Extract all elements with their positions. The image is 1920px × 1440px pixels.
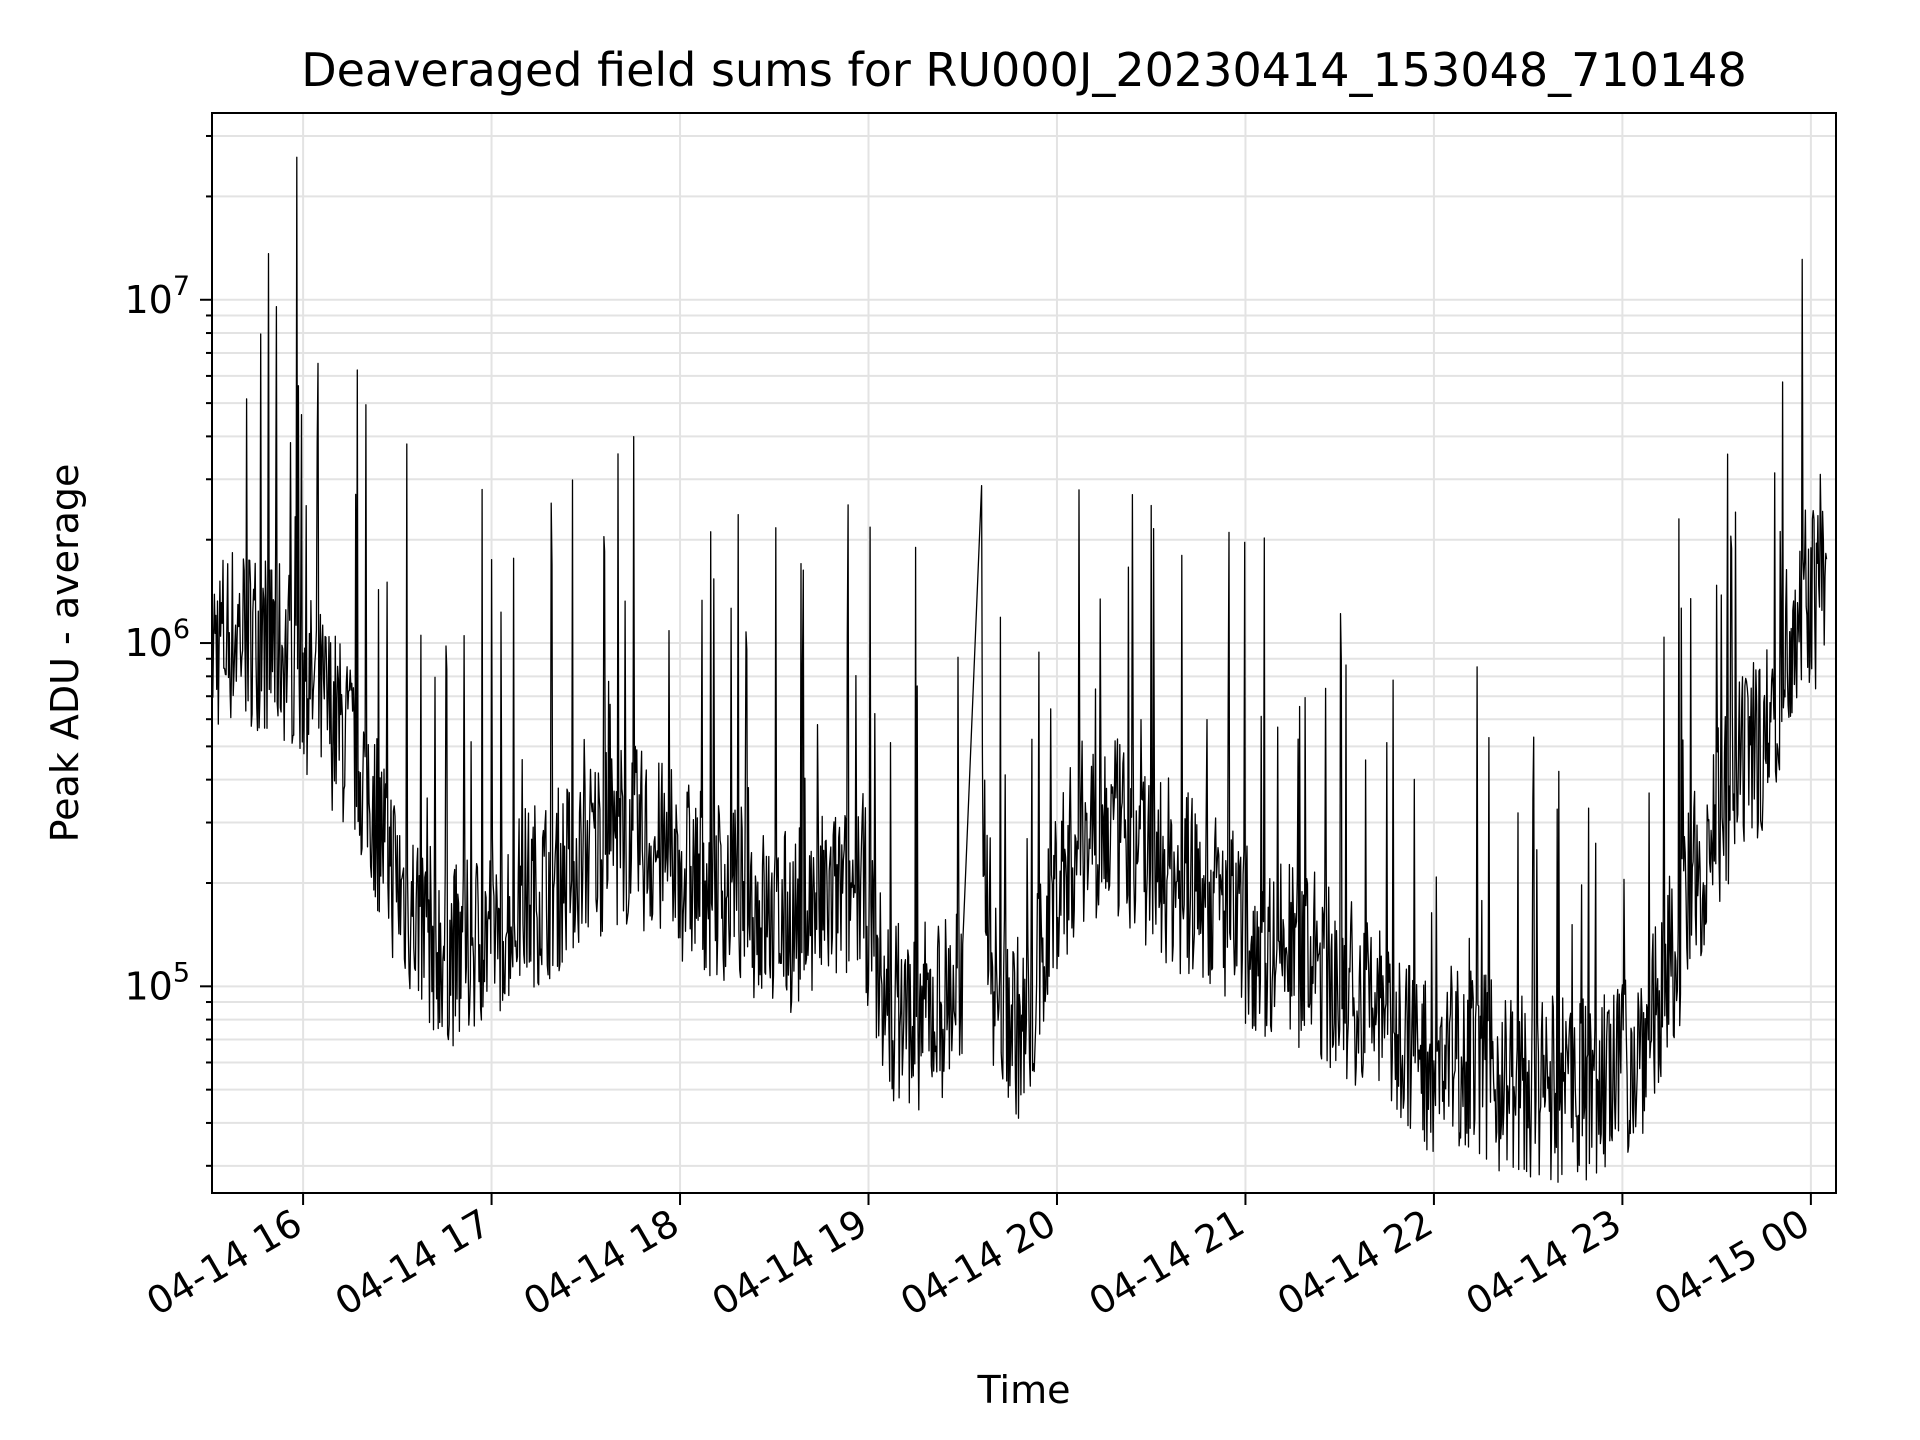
x-tick-label: 04-14 20 (893, 1201, 1063, 1325)
y-tick-label: 105 (124, 957, 190, 1008)
x-tick-label: 04-14 23 (1459, 1201, 1629, 1325)
x-tick-label: 04-14 16 (139, 1201, 309, 1325)
x-tick-label: 04-14 21 (1082, 1201, 1252, 1325)
y-axis: 105 106 107 (124, 134, 212, 1167)
x-tick-label: 04-14 17 (328, 1201, 498, 1325)
y-axis-label: Peak ADU - average (43, 464, 87, 843)
series-group (211, 156, 1828, 1183)
x-tick-label: 04-14 22 (1270, 1201, 1440, 1325)
chart-title: Deaveraged field sums for RU000J_2023041… (301, 43, 1746, 97)
y-tick-label: 107 (124, 271, 190, 322)
series-line (211, 156, 1828, 1183)
x-tick-label: 04-14 18 (516, 1201, 686, 1325)
x-axis: 04-14 16 04-14 17 04-14 18 04-14 19 04-14 20… (139, 1193, 1817, 1324)
x-tick-label: 04-14 19 (705, 1201, 875, 1325)
x-tick-label: 04-15 00 (1647, 1201, 1817, 1325)
y-tick-label: 106 (124, 614, 190, 665)
plot-frame (211, 112, 1837, 1194)
x-axis-label: Time (977, 1368, 1071, 1412)
